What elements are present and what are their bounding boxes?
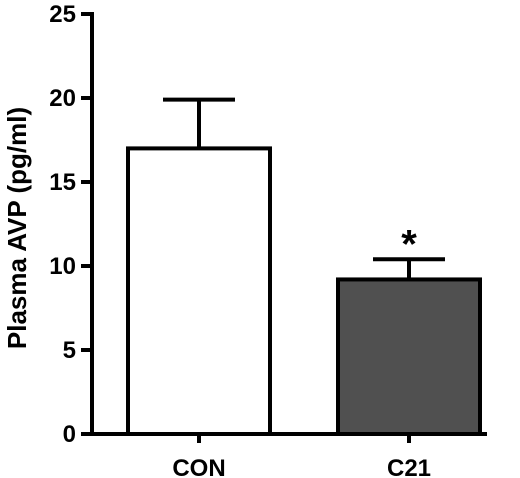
y-tick-label: 0 [63, 421, 76, 448]
y-tick-label: 15 [49, 169, 76, 196]
bars [126, 97, 482, 436]
x-tick-label-c21: C21 [387, 455, 431, 478]
significance-marker: * [401, 222, 417, 266]
bar-c21 [336, 277, 482, 436]
y-axis: 0 5 10 15 20 25 [49, 1, 94, 448]
y-tick-label: 5 [63, 337, 76, 364]
y-axis-title: Plasma AVP (pg/ml) [2, 107, 32, 349]
bar-con [126, 146, 272, 436]
y-tick-label: 10 [49, 253, 76, 280]
annotations: * [401, 222, 417, 266]
x-axis: CON C21 [90, 432, 487, 478]
y-tick-label: 20 [49, 85, 76, 112]
y-tick-label: 25 [49, 1, 76, 28]
x-tick-label-con: CON [172, 455, 225, 478]
